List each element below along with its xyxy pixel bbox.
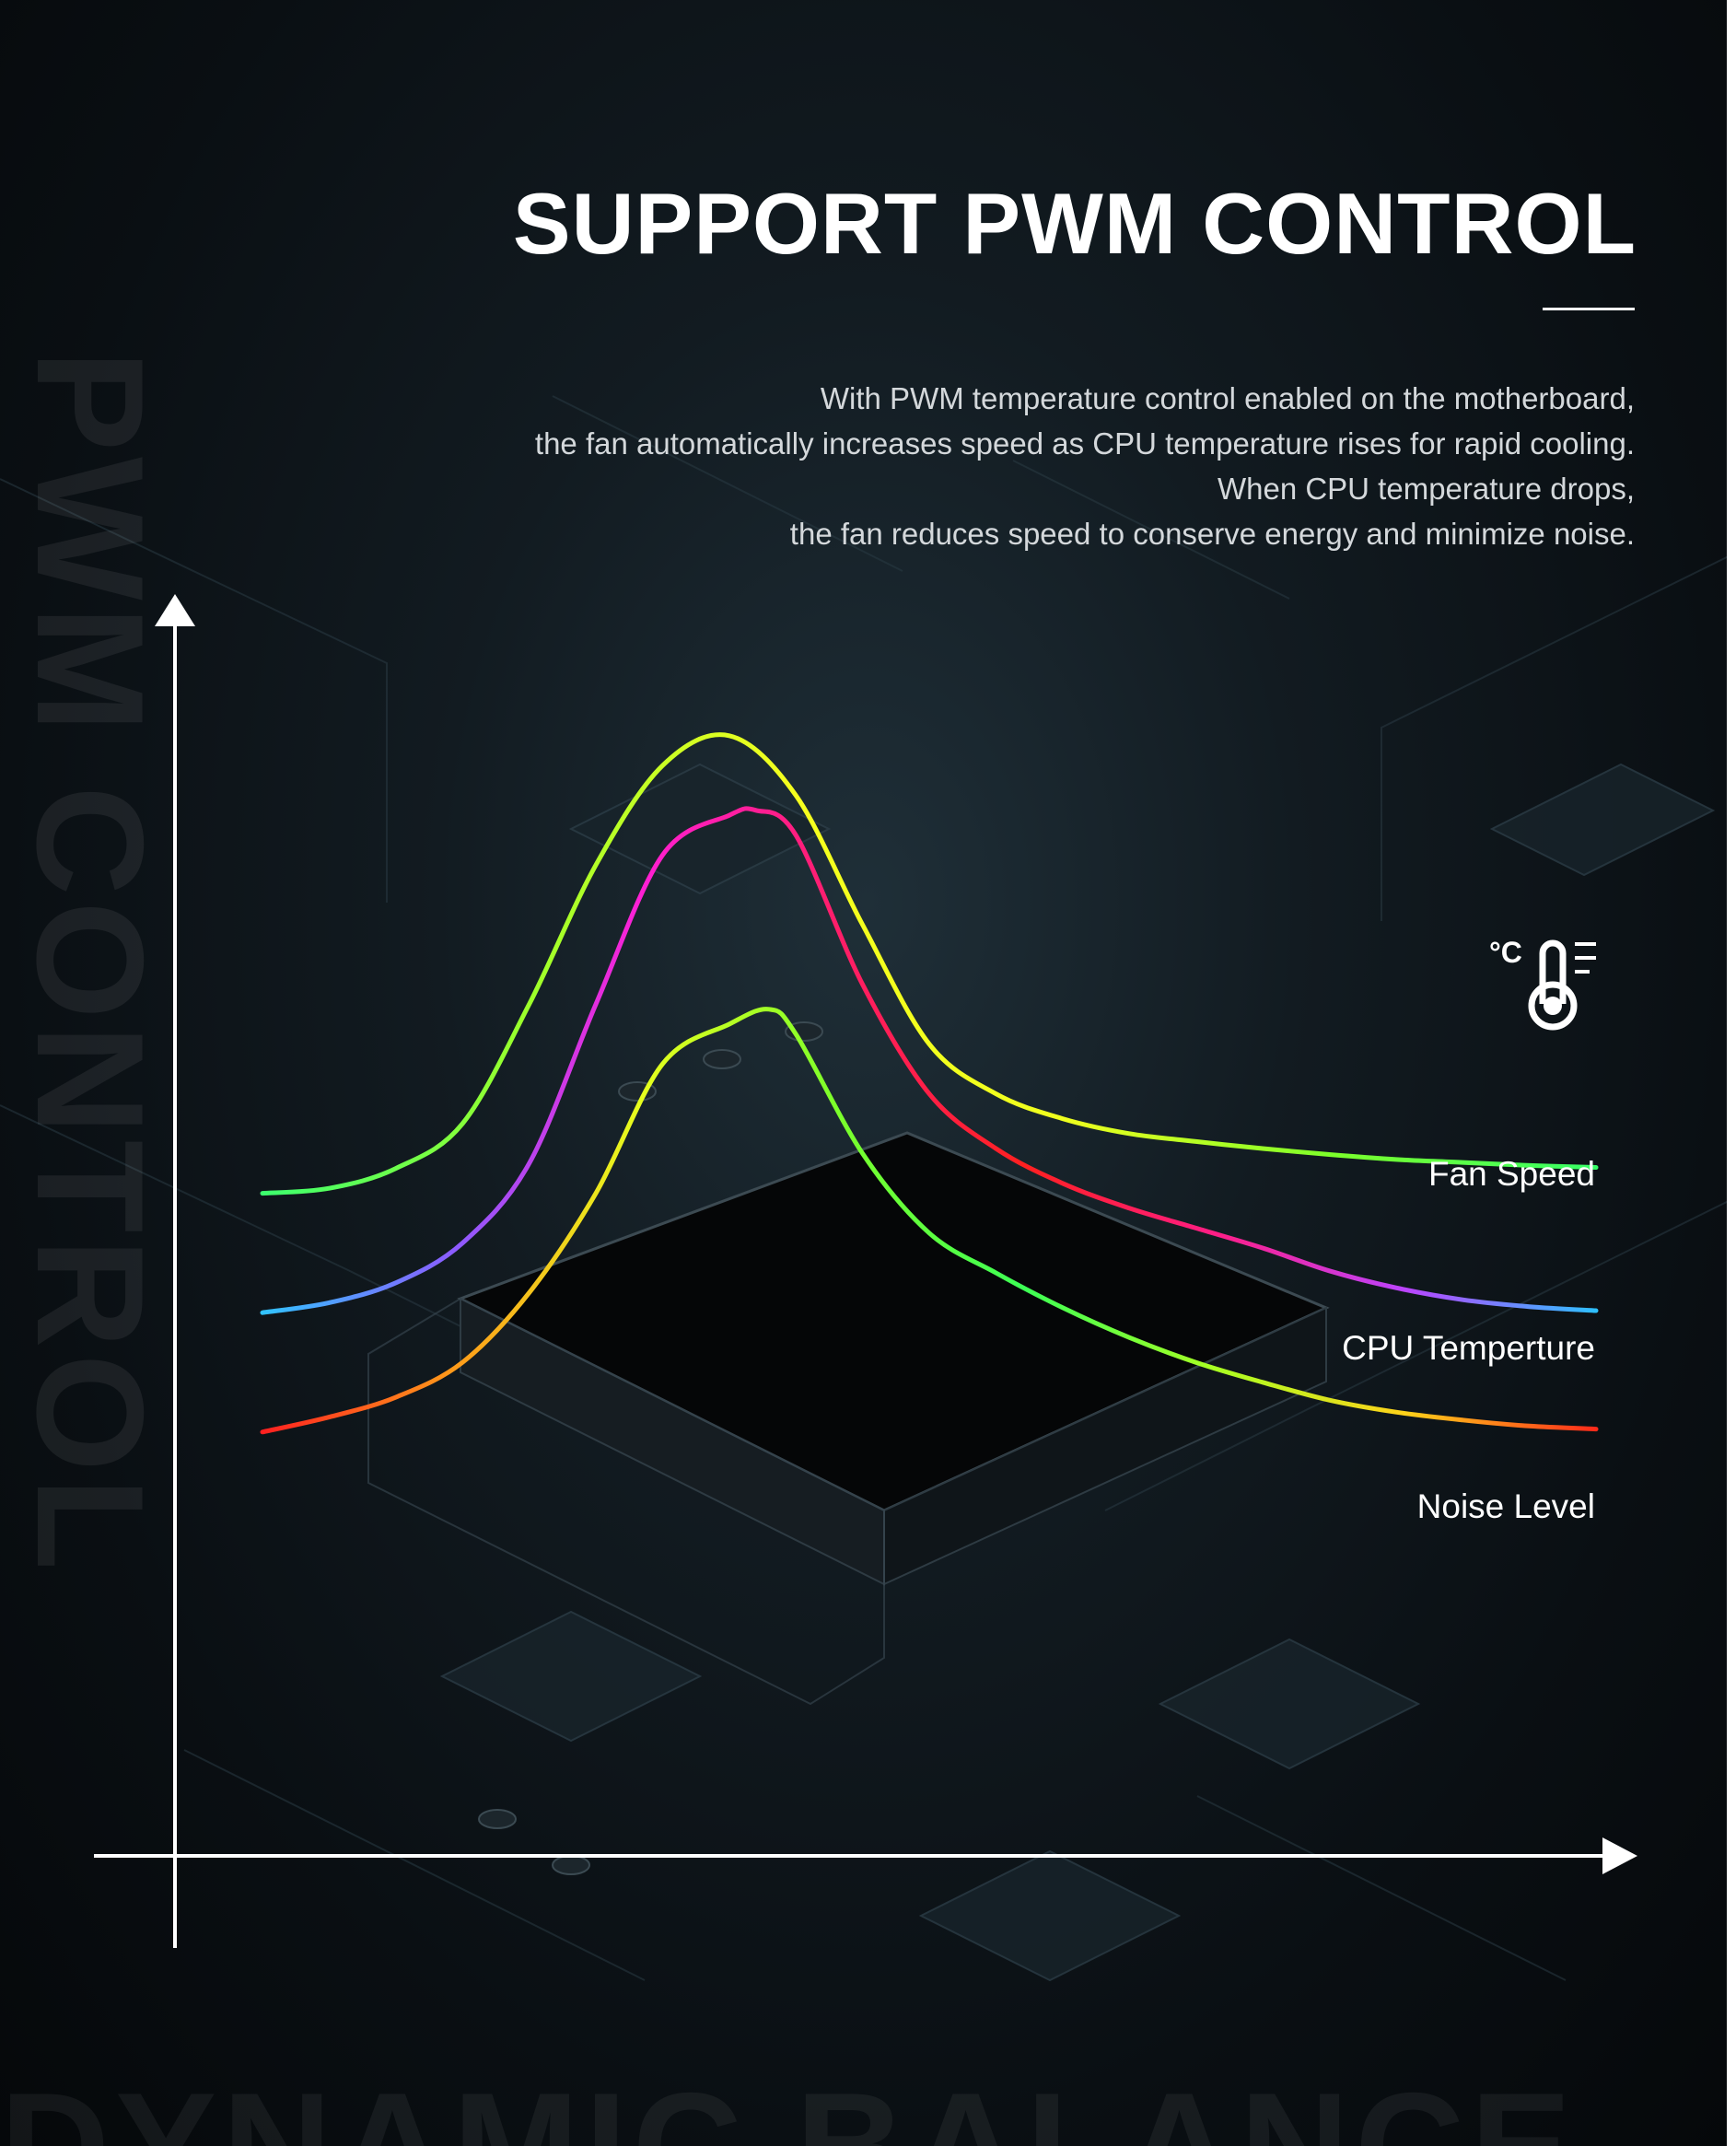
x-axis (94, 1837, 1637, 1874)
y-axis-arrowhead (155, 594, 195, 626)
description-line: When CPU temperature drops, (1217, 472, 1635, 506)
label-noise-level: Noise Level (1417, 1487, 1595, 1525)
description-line: the fan automatically increases speed as… (534, 426, 1635, 461)
series-line-fan-speed (260, 732, 1599, 1196)
chip-package (367, 1131, 1330, 1706)
label-cpu-temperature: CPU Temperture (1342, 1329, 1595, 1367)
title-underline (1543, 308, 1635, 310)
page-title: SUPPORT PWM CONTROL (512, 175, 1637, 272)
description: With PWM temperature control enabled on … (253, 376, 1635, 556)
y-axis (155, 594, 195, 1948)
label-fan-speed: Fan Speed (1428, 1155, 1595, 1193)
series-lines (260, 732, 1599, 1435)
description-line: the fan reduces speed to conserve energy… (789, 517, 1635, 551)
x-axis-arrowhead (1602, 1837, 1637, 1874)
background-watermark-vertical: PWM CONTROL (6, 350, 175, 1576)
thermometer-icon: °C (1489, 936, 1596, 1031)
page-edge (1727, 0, 1736, 2146)
background-watermark-bottom: DYNAMIC BALANCE (0, 2061, 1578, 2146)
celsius-unit: °C (1489, 936, 1522, 969)
thermometer-bulb (1528, 981, 1578, 1031)
description-line: With PWM temperature control enabled on … (820, 381, 1635, 415)
series-line-cpu-temperture (260, 806, 1599, 1315)
series-labels: Fan Speed CPU Temperture Noise Level (1342, 1155, 1595, 1525)
thermometer-mercury (1544, 997, 1562, 1015)
thermometer-tube (1539, 939, 1567, 1004)
series-line-noise-level (260, 1007, 1599, 1435)
